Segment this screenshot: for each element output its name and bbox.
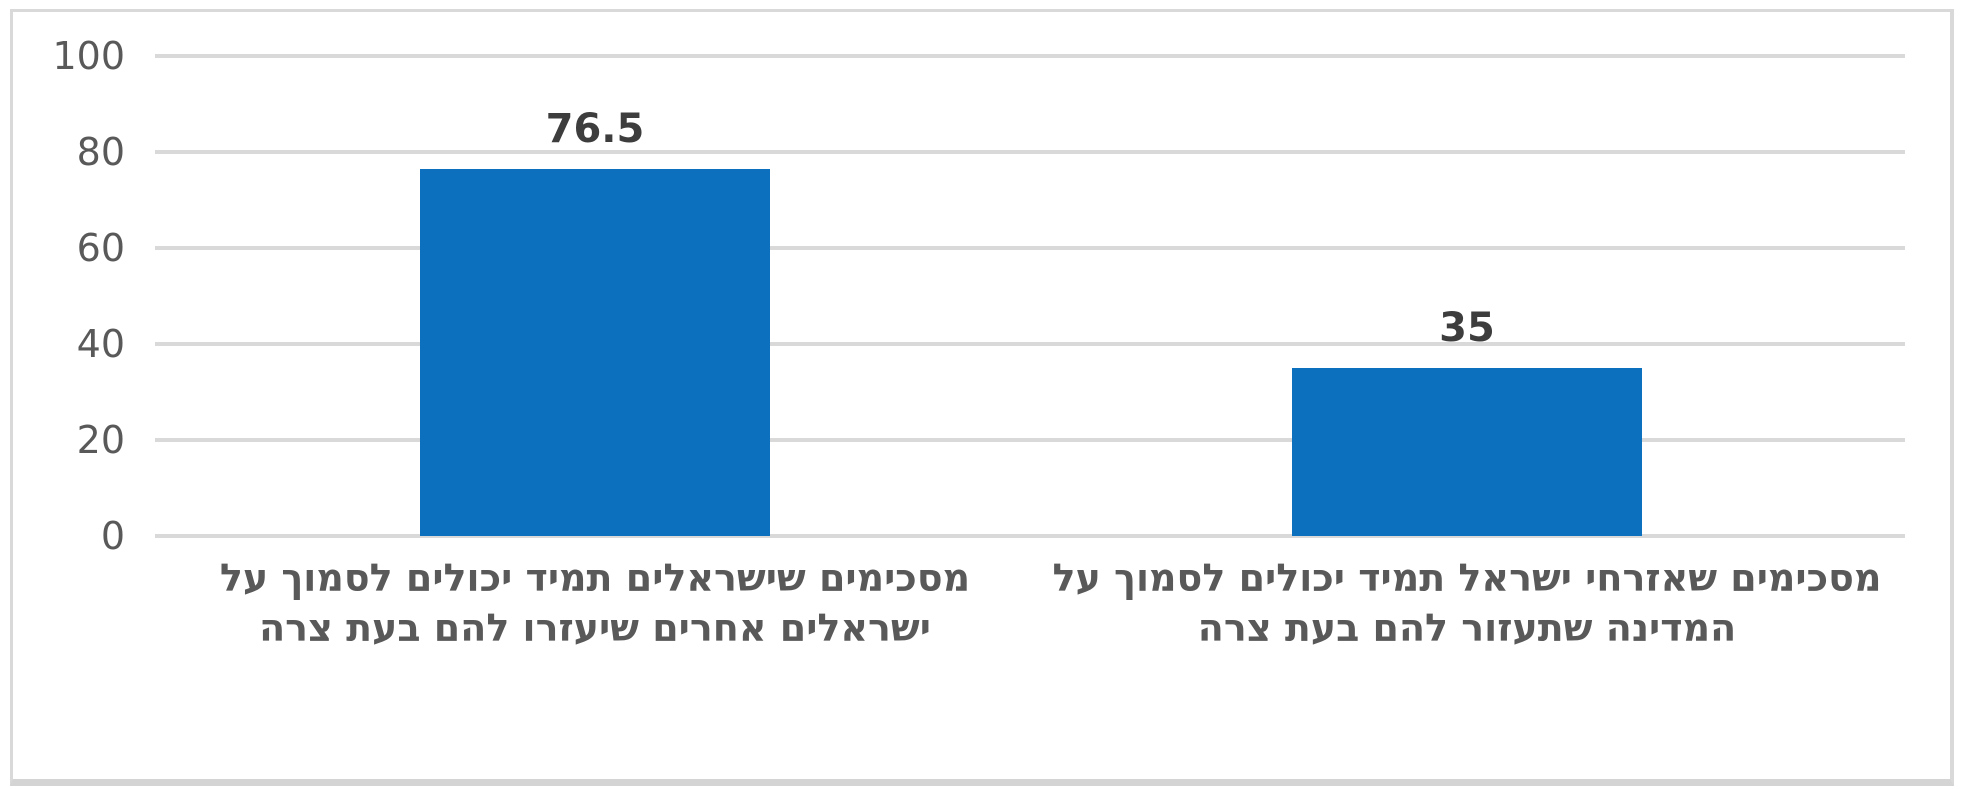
- category-label-1-line-2: ישראלים אחרים שיעזרו להם בעת צרה: [259, 606, 931, 650]
- y-axis-tick-label-80: 80: [76, 130, 125, 174]
- y-axis-tick-label-40: 40: [76, 322, 125, 366]
- y-axis-tick-label-0: 0: [100, 514, 125, 558]
- gridline-y40: [155, 342, 1905, 346]
- bar-2: [1292, 368, 1642, 536]
- category-label-2-line-2: המדינה שתעזור להם בעת צרה: [1197, 606, 1737, 650]
- category-label-2: מסכימים שאזרחי ישראל תמיד יכולים לסמוך ע…: [1037, 553, 1897, 653]
- category-label-1: מסכימים שישראלים תמיד יכולים לסמוך על ישר…: [165, 553, 1025, 653]
- category-label-2-line-1: מסכימים שאזרחי ישראל תמיד יכולים לסמוך ע…: [1052, 556, 1882, 600]
- gridline-y80: [155, 150, 1905, 154]
- gridline-y0: [155, 534, 1905, 538]
- bar-1: [420, 168, 770, 536]
- category-label-1-line-1: מסכימים שישראלים תמיד יכולים לסמוך על: [219, 556, 971, 600]
- y-axis-tick-label-60: 60: [76, 226, 125, 270]
- gridline-y100: [155, 54, 1905, 58]
- bar-value-label-2: 35: [1439, 305, 1495, 351]
- y-axis-tick-label-100: 100: [52, 34, 125, 78]
- gridline-y60: [155, 246, 1905, 250]
- gridline-y20: [155, 438, 1905, 442]
- y-axis-tick-label-20: 20: [76, 418, 125, 462]
- bar-value-label-1: 76.5: [545, 105, 645, 152]
